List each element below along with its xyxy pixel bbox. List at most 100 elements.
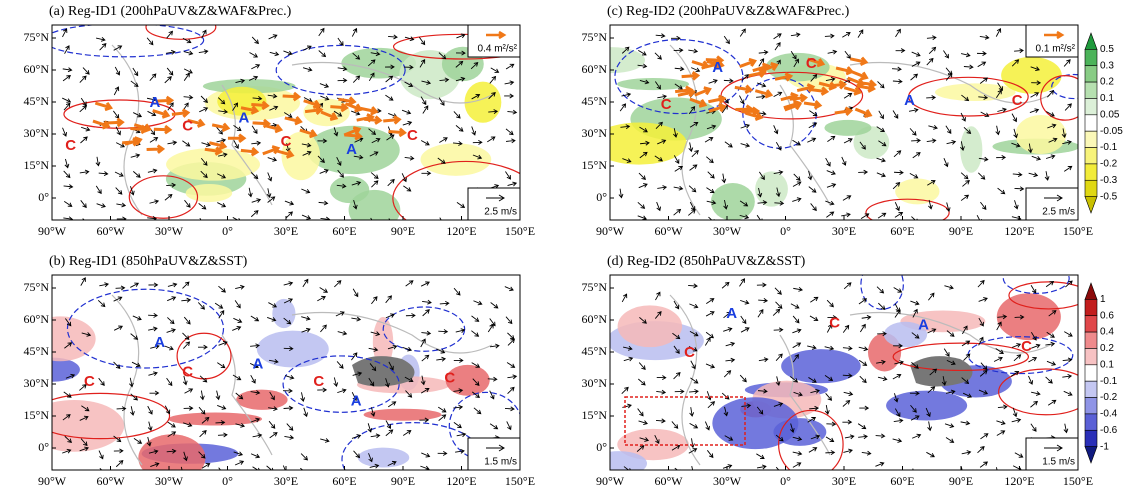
wind-arrow <box>351 110 361 116</box>
wind-arrow <box>79 384 87 391</box>
colorbar-segment <box>1084 364 1098 382</box>
lat-label: 45°N <box>24 94 50 108</box>
wind-arrow <box>723 370 732 378</box>
wind-arrow <box>963 64 974 70</box>
wind-arrow <box>826 183 837 188</box>
wind-arrow <box>1064 103 1072 111</box>
lat-label: 45°N <box>582 344 608 358</box>
wind-arrow <box>453 287 461 296</box>
colorbar-label: 0.1 <box>1100 359 1114 370</box>
reference-arrow <box>486 30 507 40</box>
wind-arrow <box>455 125 464 132</box>
wind-arrow <box>148 313 158 318</box>
wind-arrow <box>268 34 278 40</box>
wind-arrow <box>638 183 648 189</box>
wind-arrow <box>62 448 72 454</box>
wind-arrow <box>909 390 920 396</box>
wind-arrow <box>688 209 696 216</box>
region-box <box>624 396 746 446</box>
wind-arrow <box>756 214 763 220</box>
wind-arrow <box>997 314 1008 320</box>
wind-arrow <box>490 67 500 73</box>
contour <box>614 38 744 115</box>
shading <box>935 83 1016 101</box>
shading <box>824 119 872 136</box>
wind-arrow <box>1047 399 1057 406</box>
wind-arrow <box>333 110 343 117</box>
wind-arrow <box>893 150 902 158</box>
wind-arrow <box>149 137 159 143</box>
wind-arrow <box>283 281 294 286</box>
wind-arrow <box>215 420 226 426</box>
wind-arrow <box>894 211 904 218</box>
wind-arrow <box>198 49 209 55</box>
wind-arrow <box>772 308 781 316</box>
flux-arrow <box>146 144 166 154</box>
wind-arrow <box>622 158 632 163</box>
wind-arrow <box>132 112 143 118</box>
wind-arrow <box>910 415 920 421</box>
wind-arrow <box>367 59 376 67</box>
wind-arrow <box>337 78 348 83</box>
wind-arrow <box>436 348 446 354</box>
wind-arrow <box>130 406 135 416</box>
wind-arrow <box>638 172 646 181</box>
wind-arrow <box>420 96 427 106</box>
wind-arrow <box>757 200 768 206</box>
shading <box>52 316 96 362</box>
wind-arrow <box>439 77 450 83</box>
wind-arrow <box>773 125 779 135</box>
flux-arrow <box>783 99 802 110</box>
wind-arrow <box>893 287 903 293</box>
flux-arrow <box>152 109 171 119</box>
wind-arrow <box>200 95 208 103</box>
wind-arrow <box>960 112 966 122</box>
wind-arrow <box>388 34 398 40</box>
wind-arrow <box>369 363 377 372</box>
wind-arrow <box>960 420 971 426</box>
wind-arrow <box>928 199 933 210</box>
wind-arrow <box>320 438 330 443</box>
wind-arrow <box>1030 284 1037 294</box>
lon-label: 150°E <box>505 224 535 238</box>
wind-arrow <box>182 37 192 44</box>
wind-arrow <box>131 361 141 367</box>
wind-arrow <box>827 315 838 321</box>
wind-arrow <box>878 140 887 147</box>
wind-arrow <box>251 64 261 70</box>
lon-label: 120°E <box>1004 474 1034 488</box>
wind-arrow <box>471 315 480 322</box>
wind-arrow <box>638 362 646 371</box>
wind-arrow <box>875 433 886 439</box>
wind-arrow <box>283 298 294 304</box>
flux-arrow <box>187 118 206 128</box>
wind-arrow <box>471 93 481 100</box>
shading <box>281 131 321 181</box>
wind-arrow <box>911 51 921 57</box>
wind-arrow <box>301 188 311 194</box>
shading <box>617 428 689 461</box>
wind-arrow <box>147 405 153 415</box>
wind-arrow <box>688 283 698 289</box>
flux-arrow <box>122 137 141 147</box>
wind-arrow <box>739 374 747 383</box>
wind-arrow <box>741 403 752 409</box>
wind-arrow <box>453 404 464 410</box>
shading <box>755 171 788 207</box>
wind-arrow <box>858 434 868 440</box>
wind-arrow <box>488 92 496 100</box>
wind-arrow <box>1064 331 1073 337</box>
wind-arrow <box>370 51 381 57</box>
wind-arrow <box>724 435 734 441</box>
wind-arrow <box>250 210 259 218</box>
wind-arrow <box>488 109 499 115</box>
wind-arrow <box>182 281 190 289</box>
flux-arrow <box>299 128 318 139</box>
wind-arrow <box>201 142 211 147</box>
wind-arrow <box>690 67 701 73</box>
wind-arrow <box>95 185 102 195</box>
wind-arrow <box>371 296 378 305</box>
reference-label: 1.5 m/s <box>484 457 517 468</box>
wind-arrow <box>673 47 684 53</box>
wind-arrow <box>421 354 430 362</box>
